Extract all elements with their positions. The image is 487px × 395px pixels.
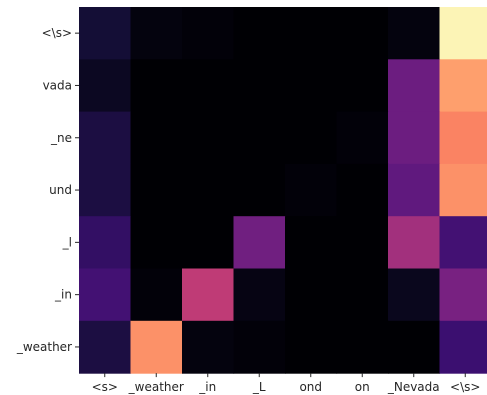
heatmap-cell-r1-c3	[233, 59, 286, 113]
heatmap-cell-r1-c4	[285, 59, 338, 113]
x-tick-label: _in	[198, 380, 216, 394]
heatmap-cell-r0-c6	[388, 7, 441, 60]
heatmap-cell-r1-c6	[388, 59, 441, 113]
heatmap-cell-r3-c7	[439, 163, 487, 217]
heatmap-cell-r6-c0	[79, 320, 132, 374]
heatmap-cell-r2-c1	[130, 111, 183, 165]
heatmap-cell-r2-c7	[439, 111, 487, 165]
heatmap-cell-r0-c0	[79, 7, 132, 60]
heatmap-cell-r0-c5	[336, 7, 389, 60]
heatmap-cell-r5-c3	[233, 268, 286, 322]
heatmap-cell-r4-c2	[182, 216, 235, 270]
heatmap-cell-r4-c3	[233, 216, 286, 270]
heatmap-cell-r6-c2	[182, 320, 235, 374]
heatmap-cell-r3-c5	[336, 163, 389, 217]
y-tick-label: _l	[62, 235, 72, 249]
heatmap-cell-r6-c6	[388, 320, 441, 374]
x-tick-label: _L	[252, 380, 266, 394]
heatmap-cell-r4-c7	[439, 216, 487, 270]
heatmap-cell-r5-c7	[439, 268, 487, 322]
heatmap-cell-r1-c1	[130, 59, 183, 113]
heatmap-cell-r5-c0	[79, 268, 132, 322]
heatmap-cell-r3-c0	[79, 163, 132, 217]
heatmap-cell-r2-c4	[285, 111, 338, 165]
heatmap-cell-r2-c5	[336, 111, 389, 165]
heatmap-cell-r2-c2	[182, 111, 235, 165]
x-tick-label: _weather	[128, 380, 184, 394]
heatmap-cell-r4-c0	[79, 216, 132, 270]
x-tick-label: <s>	[92, 380, 118, 394]
x-tick-label: ond	[299, 380, 322, 394]
heatmap-cell-r6-c1	[130, 320, 183, 374]
y-tick-label: _in	[54, 288, 72, 302]
heatmap-cell-r6-c7	[439, 320, 487, 374]
x-tick-label: on	[355, 380, 370, 394]
heatmap-cell-r1-c2	[182, 59, 235, 113]
heatmap-cell-r4-c1	[130, 216, 183, 270]
heatmap-cell-r0-c3	[233, 7, 286, 60]
heatmap-cell-r6-c3	[233, 320, 286, 374]
heatmap-cell-r4-c5	[336, 216, 389, 270]
heatmap-cell-r3-c2	[182, 163, 235, 217]
heatmap-cell-r1-c5	[336, 59, 389, 113]
heatmap-cell-r2-c0	[79, 111, 132, 165]
heatmap-cell-r0-c7	[439, 7, 487, 60]
heatmap-cell-r0-c4	[285, 7, 338, 60]
heatmap-cell-r4-c4	[285, 216, 338, 270]
heatmap-cell-r5-c6	[388, 268, 441, 322]
heatmap-cells	[79, 7, 487, 374]
heatmap-cell-r2-c3	[233, 111, 286, 165]
heatmap-cell-r5-c1	[130, 268, 183, 322]
heatmap-cell-r3-c1	[130, 163, 183, 217]
y-tick-label: und	[49, 183, 72, 197]
x-axis-ticks: <s> _weather _in _L ond on _Nevada <\s>	[92, 373, 480, 394]
heatmap-cell-r3-c4	[285, 163, 338, 217]
y-tick-label: <\s>	[42, 26, 72, 40]
heatmap-cell-r2-c6	[388, 111, 441, 165]
heatmap-cell-r1-c0	[79, 59, 132, 113]
x-tick-label: <\s>	[450, 380, 480, 394]
heatmap-cell-r0-c1	[130, 7, 183, 60]
heatmap-cell-r0-c2	[182, 7, 235, 60]
y-tick-label: _weather	[16, 340, 72, 354]
x-tick-label: _Nevada	[387, 380, 440, 394]
heatmap-cell-r3-c6	[388, 163, 441, 217]
y-tick-label: vada	[43, 78, 72, 92]
heatmap-cell-r5-c5	[336, 268, 389, 322]
heatmap-cell-r5-c4	[285, 268, 338, 322]
heatmap-cell-r6-c4	[285, 320, 338, 374]
heatmap-cell-r5-c2	[182, 268, 235, 322]
heatmap-cell-r6-c5	[336, 320, 389, 374]
y-tick-label: _ne	[50, 131, 72, 145]
heatmap-cell-r4-c6	[388, 216, 441, 270]
heatmap-cell-r1-c7	[439, 59, 487, 113]
heatmap-cell-r3-c3	[233, 163, 286, 217]
